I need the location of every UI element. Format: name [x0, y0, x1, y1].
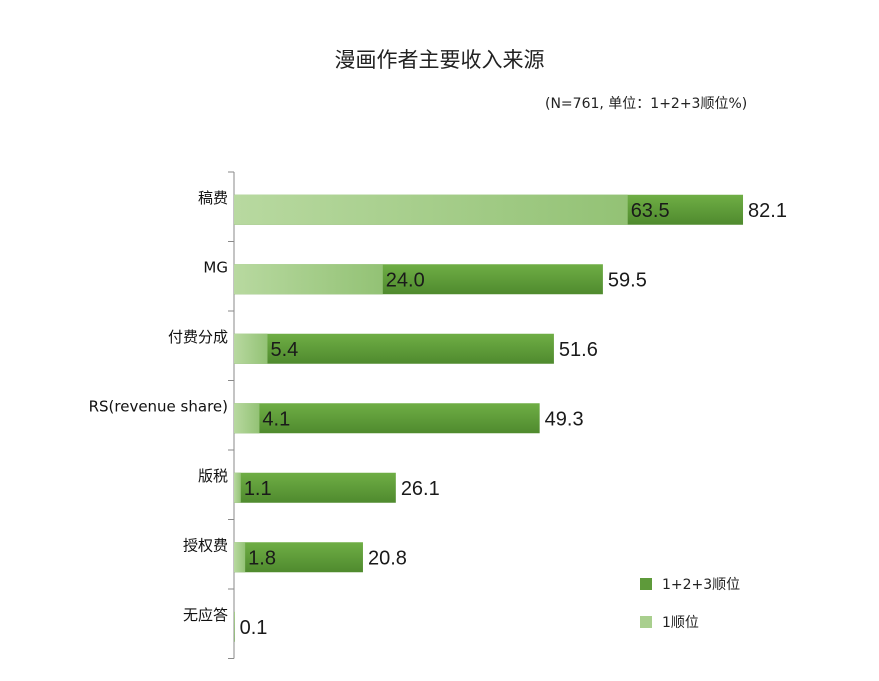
bar-total — [234, 542, 363, 573]
category-label: 付费分成 — [168, 328, 228, 346]
data-label-total: 82.1 — [748, 200, 787, 222]
bar-first-rank — [234, 194, 628, 225]
legend-swatch — [640, 616, 652, 628]
data-label-total: 49.3 — [545, 408, 584, 430]
bar-first-rank — [234, 472, 241, 503]
data-label-first-rank: 24.0 — [386, 269, 425, 291]
chart-subtitle: (N=761, 单位：1+2+3顺位%) — [545, 96, 748, 112]
bar-total — [234, 403, 540, 434]
data-label-total: 51.6 — [559, 339, 598, 361]
category-label: RS(revenue share) — [89, 397, 228, 415]
bar-first-rank — [234, 403, 260, 434]
legend: 1+2+3顺位 1顺位 — [640, 577, 740, 631]
category-label: MG — [203, 258, 228, 276]
legend-label: 1顺位 — [662, 615, 699, 631]
category-label: 无应答 — [183, 606, 228, 624]
data-label-first-rank: 1.8 — [248, 547, 276, 569]
legend-swatch — [640, 578, 652, 590]
bars: 63.5 82.1 24.0 59.5 5.4 51.6 4.1 49.3 1.1 26.1 1.8… — [234, 194, 787, 642]
bar-total — [234, 333, 554, 364]
data-label-total: 20.8 — [368, 547, 407, 569]
data-label-total: 26.1 — [401, 478, 440, 500]
chart-title: 漫画作者主要收入来源 — [334, 48, 545, 72]
bar-first-rank — [234, 264, 383, 295]
bar-first-rank — [234, 542, 246, 573]
data-label-first-rank: 63.5 — [631, 200, 670, 222]
category-label: 授权费 — [183, 536, 228, 554]
category-label: 稿费 — [198, 189, 228, 207]
data-label-first-rank: 5.4 — [270, 339, 298, 361]
bar-total — [234, 611, 235, 642]
bar-first-rank — [234, 333, 268, 364]
legend-label: 1+2+3顺位 — [662, 577, 740, 593]
data-label-total: 59.5 — [608, 269, 647, 291]
bar-total — [234, 472, 396, 503]
data-label-first-rank: 4.1 — [262, 408, 290, 430]
category-label: 版税 — [198, 467, 228, 485]
data-label-total: 0.1 — [240, 617, 268, 639]
data-label-first-rank: 1.1 — [244, 478, 272, 500]
